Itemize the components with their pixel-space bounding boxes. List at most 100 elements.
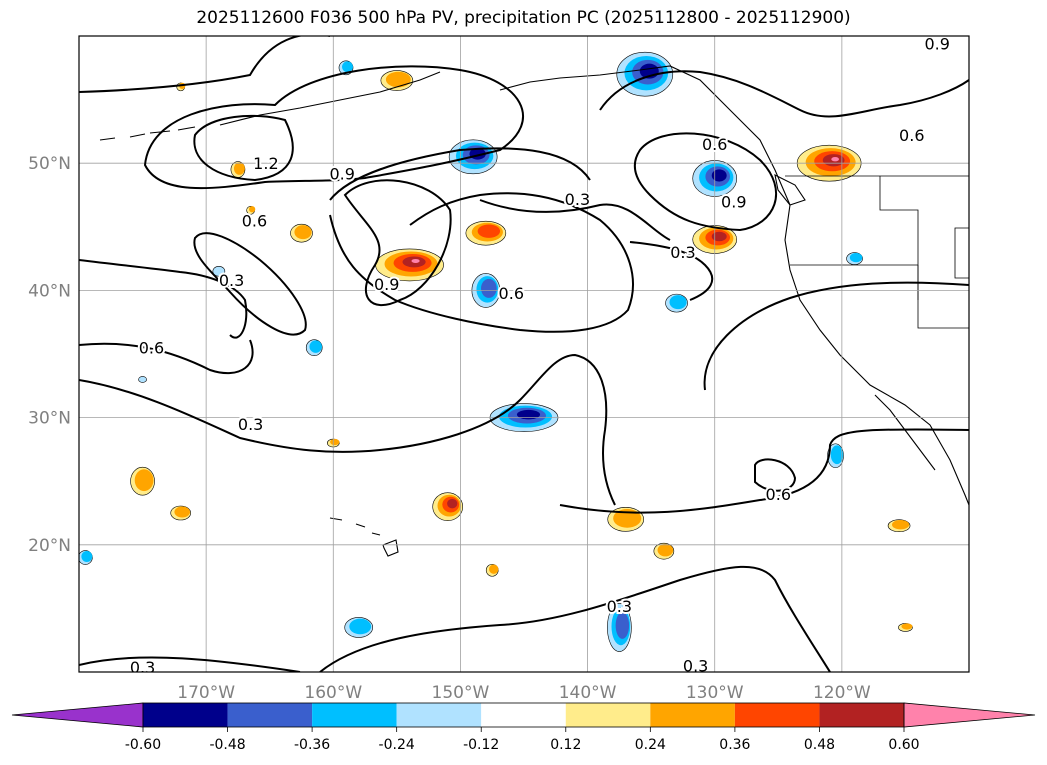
- anomaly-fill-level: [711, 169, 727, 182]
- map-title: 2025112600 F036 500 hPa PV, precipitatio…: [196, 8, 851, 28]
- anomaly-fill-level: [669, 295, 687, 310]
- coastline-layer: [99, 65, 969, 557]
- precip-anomaly-cell: [796, 144, 862, 182]
- contour-label: 0.3: [219, 271, 244, 290]
- precip-anomaly-cell: [665, 293, 688, 313]
- pv-contour-0.9-north: [143, 65, 524, 190]
- pv-contour-0.3-central: [329, 147, 671, 241]
- north-america-coastline: [499, 65, 969, 507]
- contour-label: 0.6: [766, 485, 791, 504]
- precip-anomaly-cell: [138, 376, 147, 383]
- colorbar-frame: [142, 702, 905, 728]
- pv-contour-0.6-south: [559, 281, 969, 514]
- state-borders: [785, 175, 969, 329]
- anomaly-fill-level: [891, 520, 910, 530]
- colorbar-tick-label: -0.60: [125, 737, 161, 753]
- aleutian-islands: [99, 126, 196, 141]
- contour-label: 0.6: [499, 284, 524, 303]
- precip-anomaly-cell: [246, 205, 256, 215]
- contour-label: 0.9: [924, 35, 949, 54]
- contour-label: 1.2: [253, 154, 278, 173]
- colorbar: -0.60 -0.48 -0.36 -0.24 -0.12 0.12 0.24 0.36 0.4…: [11, 702, 1036, 753]
- precip-anomaly-cell: [212, 266, 226, 277]
- anomaly-fill-level: [481, 278, 497, 298]
- anomaly-fill-level: [711, 231, 727, 242]
- contour-label: 0.3: [670, 243, 695, 262]
- contour-label: 0.9: [374, 275, 399, 294]
- colorbar-tick-label: 0.60: [888, 737, 919, 753]
- anomaly-fill-level: [330, 438, 340, 446]
- pv-contour-0.6-central: [329, 192, 634, 333]
- anomaly-fill-level: [385, 71, 411, 88]
- lat-tick-label: 40°N: [28, 281, 71, 301]
- lon-tick-label: 150°W: [432, 683, 490, 703]
- anomaly-fill-level: [849, 252, 863, 263]
- lon-tick-label: 140°W: [559, 683, 617, 703]
- colorbar-segment: [819, 703, 904, 727]
- colorbar-segment: [227, 703, 313, 727]
- map-frame: [78, 35, 970, 673]
- precip-anomaly-cell: [485, 563, 499, 577]
- anomaly-fill-level: [233, 162, 245, 175]
- pv-contour-0.3-loop: [193, 232, 307, 336]
- colorbar-segment: [734, 703, 820, 727]
- pv-contour-0.3-west: [79, 353, 616, 506]
- anomaly-fill-level: [138, 376, 147, 383]
- precip-anomaly-cell: [607, 603, 632, 652]
- contour-label: 0.3: [565, 190, 590, 209]
- lon-tick-label: 120°W: [813, 683, 871, 703]
- colorbar-tick-label: -0.48: [209, 737, 245, 753]
- baja-coastline: [874, 394, 936, 471]
- vancouver-island: [774, 174, 806, 206]
- lat-tick-label: 20°N: [28, 536, 71, 556]
- colorbar-tick-label: -0.12: [463, 737, 499, 753]
- precip-anomaly-cell: [230, 161, 246, 178]
- anomaly-fill-level: [831, 157, 839, 162]
- anomaly-fill-level: [613, 509, 642, 528]
- anomaly-fill-level: [349, 618, 372, 635]
- lon-tick-label: 160°W: [304, 683, 362, 703]
- colorbar-tick-label: 0.24: [635, 737, 666, 753]
- anomaly-fill-level: [615, 612, 630, 639]
- contour-label: 0.3: [607, 597, 632, 616]
- precip-anomaly-cell: [616, 51, 674, 97]
- contour-label: 0.3: [130, 658, 155, 677]
- precip-anomaly-cell: [305, 339, 323, 356]
- precip-anomaly-cell: [471, 273, 501, 308]
- pv-contour-1.2: [193, 114, 294, 182]
- lon-tick-label: 130°W: [686, 683, 744, 703]
- contour-label: 0.6: [242, 211, 267, 230]
- colorbar-segment: [312, 703, 397, 727]
- precip-anomaly-cell: [887, 519, 911, 533]
- anomaly-fill-level: [249, 206, 256, 213]
- anomaly-fill-level: [489, 564, 499, 574]
- anomaly-fill-level: [134, 469, 154, 492]
- precip-anomaly-cell: [170, 505, 192, 521]
- anomaly-fill-level: [830, 445, 844, 465]
- contour-label: 0.3: [683, 657, 708, 676]
- contour-label: 0.6: [139, 339, 164, 358]
- pv-contour-labels: 1.2 0.9 0.9 0.9 0.9 0.6 0.6 0.6 0.6 0.6 0.6 0.3 0.3 0…: [128, 35, 952, 677]
- anomaly-fill-level: [212, 266, 226, 277]
- colorbar-tick-label: -0.36: [294, 737, 330, 753]
- lat-tick-label: 30°N: [28, 409, 71, 429]
- pv-contour-0.6-west: [79, 36, 330, 375]
- precip-anomaly-cell: [344, 617, 374, 638]
- longitude-tick-labels: 170°W 160°W 150°W 140°W 130°W 120°W: [177, 683, 871, 703]
- precip-anomaly-cell: [898, 623, 913, 632]
- colorbar-tick-label: -0.24: [379, 737, 415, 753]
- colorbar-segment: [143, 703, 228, 727]
- anomaly-fill-level: [81, 551, 93, 562]
- anomaly-fill-level: [447, 498, 458, 509]
- colorbar-extend-high: [903, 702, 1036, 728]
- precip-anomaly-cell: [432, 492, 464, 521]
- precip-anomaly-cell: [290, 223, 313, 243]
- precip-anomaly-cell: [846, 252, 863, 265]
- colorbar-segment: [481, 703, 566, 727]
- latitude-tick-labels: 20°N 30°N 40°N 50°N: [28, 154, 71, 556]
- contour-label: 0.6: [899, 126, 924, 145]
- precip-anomaly-cell: [653, 542, 675, 560]
- contour-label: 0.9: [329, 164, 354, 183]
- anomaly-fill-level: [342, 61, 353, 73]
- pv-contour-0.9-loop: [343, 179, 452, 306]
